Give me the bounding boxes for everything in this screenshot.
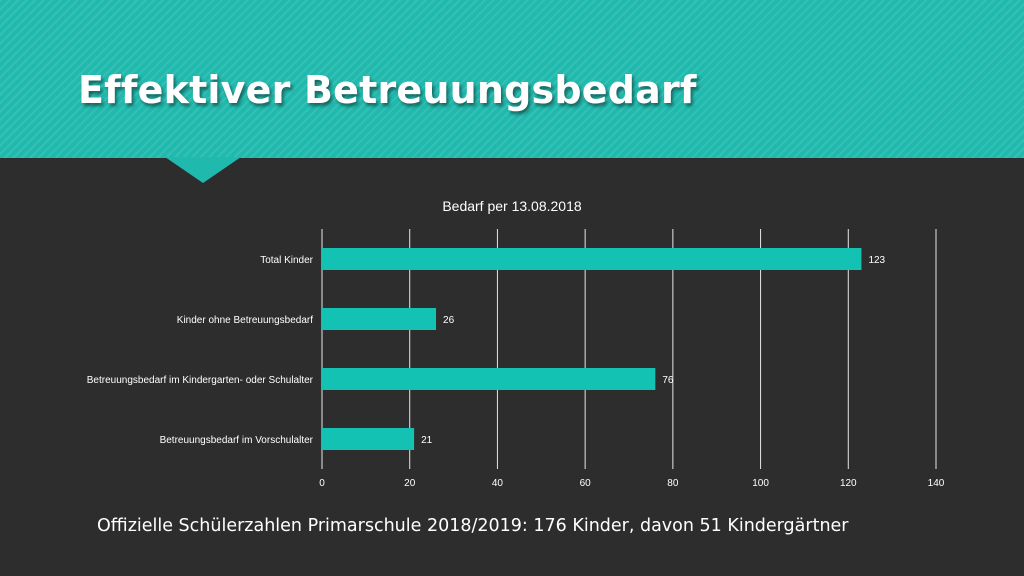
x-tick-label: 80	[667, 478, 679, 489]
category-label: Total Kinder	[260, 255, 313, 266]
bar	[322, 248, 862, 270]
category-label: Kinder ohne Betreuungsbedarf	[177, 315, 313, 326]
header-band	[0, 0, 1024, 158]
x-tick-label: 60	[580, 478, 592, 489]
x-tick-label: 100	[752, 478, 769, 489]
bar	[322, 368, 656, 390]
header-notch	[165, 157, 241, 183]
category-labels: Total Kinder Kinder ohne Betreuungsbedarf…	[87, 255, 314, 446]
x-tick-label: 0	[319, 478, 325, 489]
bar	[322, 308, 437, 330]
x-tick-label: 40	[492, 478, 504, 489]
data-label: 26	[443, 315, 455, 326]
x-tick-label: 20	[404, 478, 416, 489]
x-tick-label: 120	[840, 478, 857, 489]
data-label: 123	[868, 255, 885, 266]
x-tick-label: 140	[928, 478, 945, 489]
slide-title: Effektiver Betreuungsbedarf	[78, 68, 697, 112]
category-label: Betreuungsbedarf im Kindergarten- oder S…	[87, 375, 314, 386]
x-tick-labels: 0 20 40 60 80 100 120 140	[319, 478, 945, 489]
data-label: 76	[662, 375, 674, 386]
data-label: 21	[421, 435, 433, 446]
category-label: Betreuungsbedarf im Vorschulalter	[160, 435, 314, 446]
bar	[322, 428, 415, 450]
footer-note: Offizielle Schülerzahlen Primarschule 20…	[97, 516, 849, 536]
bars: 123 26 76 21	[322, 248, 886, 450]
chart-title: Bedarf per 13.08.2018	[442, 198, 582, 214]
